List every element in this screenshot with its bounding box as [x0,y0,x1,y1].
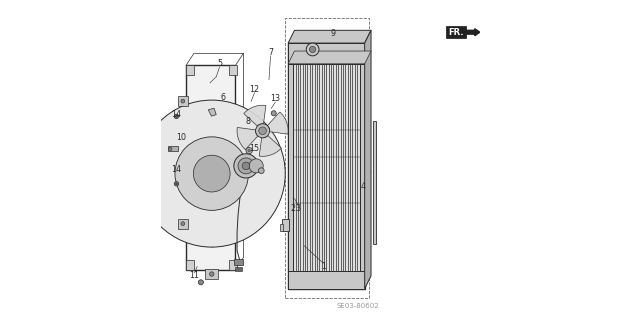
Circle shape [271,111,276,116]
Text: 9: 9 [330,29,335,38]
Text: 6: 6 [220,93,225,102]
Circle shape [193,155,230,192]
Bar [282,219,289,231]
Circle shape [181,99,185,103]
Text: 11: 11 [189,271,200,280]
FancyArrow shape [466,29,480,36]
Bar [178,219,188,229]
Text: SE03-80602: SE03-80602 [337,303,380,308]
Circle shape [238,158,254,174]
Text: 12: 12 [250,85,260,94]
Text: 5: 5 [217,59,222,68]
Polygon shape [186,65,236,270]
Polygon shape [244,105,266,126]
Circle shape [259,127,266,135]
Text: 15: 15 [250,144,260,153]
Bar [178,96,188,106]
Polygon shape [268,112,288,134]
Circle shape [174,114,179,119]
Circle shape [174,182,179,186]
Text: FR.: FR. [448,28,463,37]
Polygon shape [208,108,216,116]
Polygon shape [288,30,371,43]
Bar [234,259,243,265]
Circle shape [169,147,172,151]
Circle shape [234,154,258,178]
Text: 14: 14 [171,165,181,174]
Circle shape [138,100,285,247]
Bar [229,260,237,270]
Circle shape [255,124,269,138]
Text: 14: 14 [171,110,181,119]
Bar [229,65,237,75]
Polygon shape [259,136,282,156]
Text: 4: 4 [360,182,365,191]
Text: 3: 3 [296,204,301,213]
Bar [372,121,376,244]
Text: 8: 8 [246,117,251,126]
Text: 2: 2 [291,204,296,213]
Text: 1: 1 [321,262,326,271]
Bar [285,18,369,298]
Circle shape [259,168,264,174]
Bar [236,267,242,271]
Bar [186,65,194,75]
Bar [288,43,365,289]
Bar [446,26,466,38]
Polygon shape [237,128,258,150]
Bar [205,269,218,279]
Bar [288,43,365,64]
Text: 13: 13 [270,94,280,103]
Circle shape [249,159,263,173]
Text: 10: 10 [176,133,186,142]
Polygon shape [365,30,371,289]
Circle shape [209,272,214,276]
Circle shape [181,222,185,226]
Circle shape [198,280,204,285]
Bar [288,64,292,271]
Circle shape [246,147,252,154]
Circle shape [175,115,177,117]
Circle shape [306,43,319,56]
Text: 7: 7 [268,48,273,57]
Bar [288,271,365,289]
Bar [186,260,194,270]
Polygon shape [288,51,371,64]
Bar [168,146,178,151]
Bar [280,224,283,231]
Bar [360,64,365,271]
Circle shape [175,183,177,185]
Circle shape [175,137,248,210]
Circle shape [242,162,250,170]
Circle shape [309,46,316,53]
Circle shape [248,149,250,152]
